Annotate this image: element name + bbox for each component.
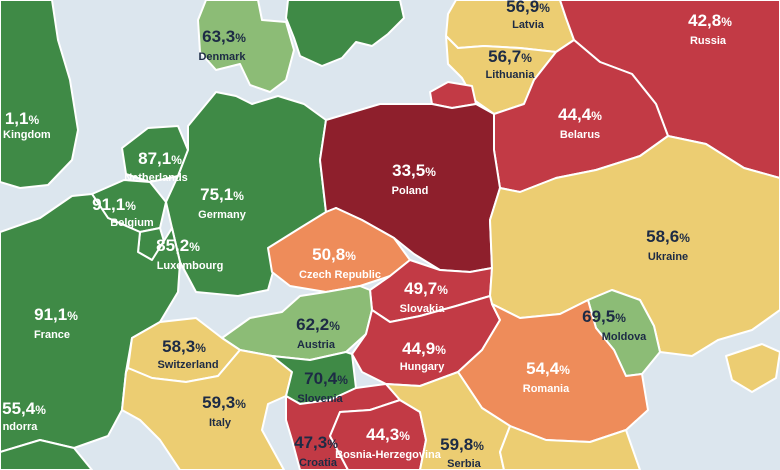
name-label-germany: Germany	[198, 209, 247, 221]
label-france: 91,1% France	[34, 305, 78, 341]
value-label-lithuania: 56,7%	[488, 47, 532, 66]
name-label-croatia: Croatia	[299, 457, 338, 469]
country-labels: 1,1% d Kingdom 63,3% Denmark 56,9% Latvi…	[0, 0, 732, 470]
value-label-france: 91,1%	[34, 305, 78, 324]
name-label-luxembourg: Luxembourg	[157, 260, 224, 272]
value-label-italy: 59,3%	[202, 393, 246, 412]
label-belgium: 91,1% Belgium	[92, 195, 154, 229]
value-label-slovakia: 49,7%	[404, 279, 448, 298]
value-label-austria: 62,2%	[296, 315, 340, 334]
label-luxembourg: 85,2% Luxembourg	[156, 236, 223, 272]
label-romania: 54,4% Romania	[523, 359, 570, 395]
value-label-slovenia: 70,4%	[304, 369, 348, 388]
value-label-moldova: 69,5%	[582, 307, 626, 326]
name-label-serbia: Serbia	[447, 458, 482, 470]
label-hungary: 44,9% Hungary	[400, 339, 447, 373]
name-label-france: France	[34, 329, 70, 341]
value-label-germany: 75,1%	[200, 185, 244, 204]
value-label-andorra: 55,4%	[2, 399, 46, 418]
label-italy: 59,3% Italy	[202, 393, 246, 429]
name-label-andorra: ndorra	[3, 421, 39, 433]
value-label-serbia: 59,8%	[440, 435, 484, 454]
country-shape-denmark	[197, 0, 295, 93]
name-label-belgium: Belgium	[110, 217, 154, 229]
value-label-denmark: 63,3%	[202, 27, 246, 46]
label-belarus: 44,4% Belarus	[558, 105, 602, 141]
label-lithuania: 56,7% Lithuania	[486, 47, 536, 81]
value-label-latvia: 56,9%	[506, 0, 550, 16]
label-slovenia: 70,4% Slovenia	[297, 369, 348, 405]
country-shape-crimea	[725, 343, 780, 393]
name-label-czech-republic: Czech Republic	[299, 269, 381, 281]
country-shape-france	[0, 193, 181, 453]
label-germany: 75,1% Germany	[198, 185, 247, 221]
value-label-poland: 33,5%	[392, 161, 436, 180]
label-austria: 62,2% Austria	[296, 315, 340, 351]
label-andorra: 55,4% ndorra	[2, 399, 46, 433]
name-label-switzerland: Switzerland	[157, 359, 218, 371]
name-label-belarus: Belarus	[560, 129, 600, 141]
name-label-russia: Russia	[690, 35, 727, 47]
value-label-hungary: 44,9%	[402, 339, 446, 358]
name-label-hungary: Hungary	[400, 361, 446, 373]
country-shape-united-kingdom	[0, 0, 79, 189]
name-label-italy: Italy	[209, 417, 232, 429]
value-label-bosnia-herzegovina: 44,3%	[366, 425, 410, 444]
country-shape-andorra	[0, 439, 93, 470]
name-label-latvia: Latvia	[512, 19, 545, 31]
value-label-croatia: 47,3%	[294, 433, 338, 452]
name-label-united-kingdom: d Kingdom	[0, 129, 51, 141]
value-label-romania: 54,4%	[526, 359, 570, 378]
name-label-moldova: Moldova	[602, 331, 647, 343]
label-poland: 33,5% Poland	[392, 161, 437, 197]
name-label-slovenia: Slovenia	[297, 393, 343, 405]
label-czech-republic: 50,8% Czech Republic	[299, 245, 381, 281]
label-croatia: 47,3% Croatia	[294, 433, 338, 469]
name-label-bosnia-herzegovina: Bosnia-Herzegovina	[335, 449, 442, 461]
value-label-switzerland: 58,3%	[162, 337, 206, 356]
name-label-ukraine: Ukraine	[648, 251, 688, 263]
name-label-romania: Romania	[523, 383, 570, 395]
label-united-kingdom: 1,1% d Kingdom	[0, 109, 51, 141]
label-switzerland: 58,3% Switzerland	[157, 337, 218, 371]
value-label-netherlands: 87,1%	[138, 149, 182, 168]
name-label-netherlands: Netherlands	[124, 172, 188, 184]
value-label-united-kingdom: 1,1%	[5, 109, 40, 128]
label-russia: 42,8% Russia	[688, 11, 732, 47]
value-label-ukraine: 58,6%	[646, 227, 690, 246]
country-shape-italy	[121, 349, 293, 470]
label-latvia: 56,9% Latvia	[506, 0, 550, 31]
country-shape-sweden	[285, 0, 405, 67]
name-label-austria: Austria	[297, 339, 336, 351]
value-label-belgium: 91,1%	[92, 195, 136, 214]
label-moldova: 69,5% Moldova	[582, 307, 647, 343]
value-label-luxembourg: 85,2%	[156, 236, 200, 255]
label-slovakia: 49,7% Slovakia	[400, 279, 449, 315]
value-label-russia: 42,8%	[688, 11, 732, 30]
label-bosnia-herzegovina: 44,3% Bosnia-Herzegovina	[335, 425, 442, 461]
label-ukraine: 58,6% Ukraine	[646, 227, 690, 263]
label-denmark: 63,3% Denmark	[198, 27, 246, 63]
name-label-poland: Poland	[392, 185, 429, 197]
country-shape-bulgaria	[499, 425, 641, 470]
value-label-belarus: 44,4%	[558, 105, 602, 124]
name-label-lithuania: Lithuania	[486, 69, 536, 81]
name-label-slovakia: Slovakia	[400, 303, 446, 315]
label-netherlands: 87,1% Netherlands	[124, 149, 188, 184]
country-shape-romania	[457, 299, 649, 443]
name-label-denmark: Denmark	[198, 51, 246, 63]
label-serbia: 59,8% Serbia	[440, 435, 484, 470]
value-label-czech-republic: 50,8%	[312, 245, 356, 264]
